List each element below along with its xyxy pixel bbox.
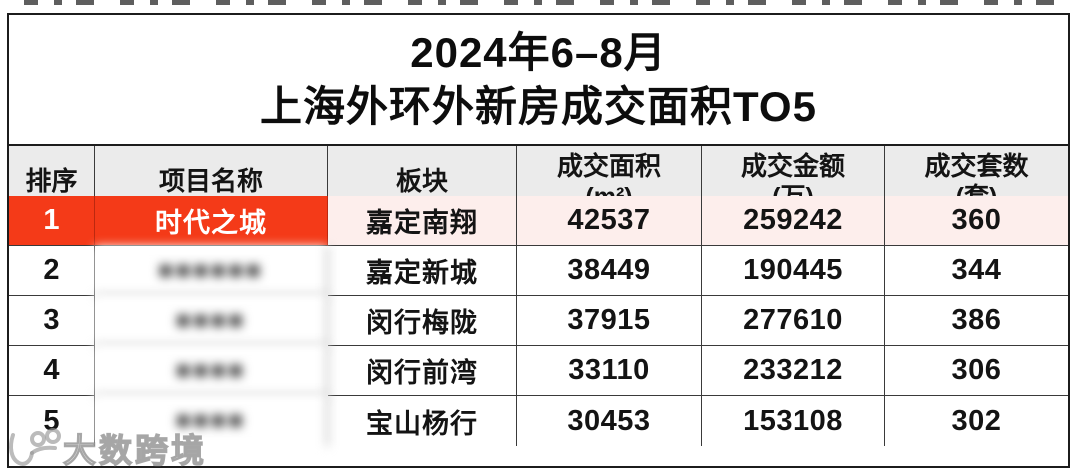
rank-cell: 1 (9, 196, 95, 246)
units-cell: 386 (885, 296, 1068, 346)
header-label: 成交套数 (924, 150, 1029, 181)
rank-cell: 5 (9, 396, 95, 446)
project-cell-redacted: ■■■■ (95, 296, 328, 346)
project-cell-redacted: ■■■■ (95, 396, 328, 446)
units-cell: 344 (885, 246, 1068, 296)
header-label: 排序 (25, 166, 78, 196)
ranking-table: 排序 项目名称 板块 成交面积 (m²) 成交金额 (万) 成交套数 (套) (9, 146, 1068, 446)
header-label: 项目名称 (158, 166, 263, 196)
amount-cell: 233212 (702, 346, 885, 396)
page-title: 上海外环外新房成交面积TO5 (260, 82, 817, 130)
units-cell: 306 (885, 346, 1068, 396)
project-cell-redacted: ■■■■■■ (95, 246, 328, 296)
project-cell-redacted: ■■■■ (95, 346, 328, 396)
rank-cell: 4 (9, 346, 95, 396)
district-cell: 闵行梅陇 (328, 296, 517, 346)
title-period: 2024年6–8月 (410, 28, 667, 76)
amount-cell: 190445 (702, 246, 885, 296)
district-cell: 闵行前湾 (328, 346, 517, 396)
cropped-text-artifacts (24, 0, 1070, 5)
ranking-board: 2024年6–8月 上海外环外新房成交面积TO5 排序 项目名称 板块 成交面积… (7, 13, 1070, 468)
title-box: 2024年6–8月 上海外环外新房成交面积TO5 (9, 15, 1068, 146)
units-cell: 302 (885, 396, 1068, 446)
area-cell: 30453 (517, 396, 702, 446)
project-cell: 时代之城 (95, 196, 328, 246)
rank-cell: 3 (9, 296, 95, 346)
area-cell: 38449 (517, 246, 702, 296)
district-cell: 嘉定新城 (328, 246, 517, 296)
area-cell: 37915 (517, 296, 702, 346)
district-cell: 嘉定南翔 (328, 196, 517, 246)
amount-cell: 277610 (702, 296, 885, 346)
rank-cell: 2 (9, 246, 95, 296)
header-label: 板块 (395, 166, 448, 196)
header-label: 成交面积 (556, 150, 661, 181)
district-cell: 宝山杨行 (328, 396, 517, 446)
amount-cell: 259242 (702, 196, 885, 246)
units-cell: 360 (885, 196, 1068, 246)
amount-cell: 153108 (702, 396, 885, 446)
area-cell: 33110 (517, 346, 702, 396)
area-cell: 42537 (517, 196, 702, 246)
header-label: 成交金额 (740, 150, 845, 181)
